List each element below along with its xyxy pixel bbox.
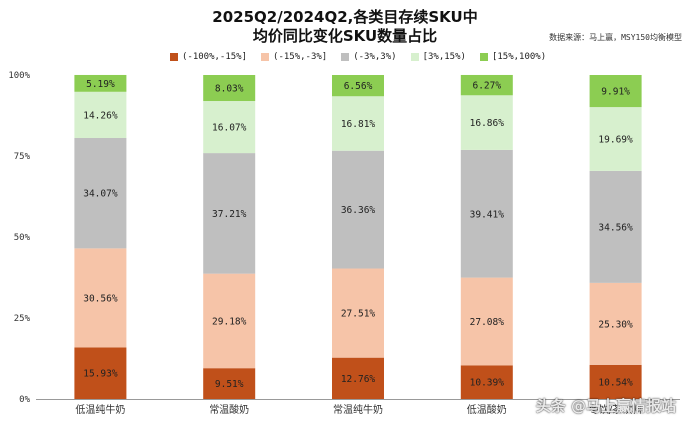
y-tick-label: 25% (14, 314, 31, 324)
legend-swatch-3 (341, 53, 350, 61)
bar-value-label: 39.41% (470, 209, 505, 220)
bar-segment (589, 364, 642, 399)
x-tick-label: 冬饮/茶饮料 (589, 403, 642, 416)
legend-label-2: (-15%,-3%] (273, 52, 328, 62)
bar-segment (332, 357, 384, 399)
bar-segment (203, 75, 256, 102)
bar-value-label: 8.03% (215, 84, 244, 95)
bar-value-label: 34.56% (598, 222, 633, 233)
x-tick-label: 低温酸奶 (467, 403, 507, 416)
bar-value-label: 14.26% (83, 110, 118, 121)
bar-value-label: 37.21% (212, 209, 247, 220)
legend-label-1: (-100%,-15%] (182, 52, 248, 62)
legend-label-4: [3%,15%) (422, 52, 466, 62)
bar-value-label: 10.54% (598, 377, 633, 388)
bar-segment (74, 74, 127, 92)
bar-segment (589, 170, 642, 283)
bar-value-label: 15.93% (83, 369, 118, 380)
bar-segment (460, 74, 513, 96)
chart-subtitle: 均价同比变化SKU数量占比 (252, 27, 438, 45)
bar-segment (332, 96, 384, 151)
y-tick-label: 0% (19, 395, 30, 405)
bar-segment (74, 248, 127, 348)
bar-segment (74, 347, 127, 399)
bar-value-label: 9.91% (601, 87, 630, 98)
data-source-note: 数据来源：马上赢，MSY150均衡模型 (549, 33, 682, 42)
bar-segment (332, 268, 384, 358)
legend-label-5: [15%,100%) (491, 52, 547, 62)
bar-value-label: 25.30% (598, 319, 633, 330)
bar-value-label: 6.27% (472, 81, 501, 92)
bar-value-label: 16.07% (212, 123, 247, 134)
bar-segment (332, 75, 384, 97)
legend-item-2: (-15%,-3%] (261, 52, 327, 62)
bar-value-label: 29.18% (212, 316, 247, 327)
legend-label-3: (-3%,3%) (353, 52, 397, 62)
bar-segment (589, 282, 642, 365)
y-tick-label: 100% (8, 71, 30, 81)
bar-value-label: 6.56% (344, 81, 373, 92)
legend-item-3: (-3%,3%) (341, 52, 397, 62)
legend-swatch-1 (170, 53, 178, 61)
bar-segment (460, 149, 513, 278)
bar-value-label: 10.39% (470, 378, 505, 389)
bar-segment (589, 107, 642, 171)
legend-swatch-5 (479, 53, 488, 61)
bar-value-label: 36.36% (341, 205, 376, 216)
bar-segment (332, 150, 384, 269)
bar-value-label: 5.19% (86, 79, 115, 90)
legend-item-4: [3%,15%) (410, 52, 466, 62)
bar-value-label: 30.56% (83, 293, 118, 304)
bar-value-label: 27.08% (470, 317, 505, 328)
bar-value-label: 12.76% (341, 374, 376, 385)
bar-segment (74, 137, 127, 249)
bar-value-label: 16.86% (470, 118, 505, 129)
bar-value-label: 34.07% (83, 189, 118, 200)
legend: (-100%,-15%] (-15%,-3%] (-3%,3%) [3%,15%… (170, 52, 546, 62)
bar-segment (203, 101, 256, 154)
chart-title: 2025Q2/2024Q2,各类目存续SKU中 (212, 8, 478, 26)
legend-item-5: [15%,100%) (479, 52, 547, 62)
y-tick-label: 75% (14, 152, 31, 162)
bar-segment (589, 75, 642, 108)
bar-value-label: 19.69% (598, 135, 633, 146)
watermark: 头条 @马上赢情报站 (535, 397, 676, 415)
bar-value-label: 16.81% (341, 119, 376, 130)
x-tick-label: 低温纯牛奶 (75, 403, 125, 416)
bar-segment (460, 365, 513, 399)
bar-segment (203, 273, 256, 369)
legend-swatch-2 (261, 53, 270, 61)
bar-segment (203, 368, 256, 399)
bar-segment (203, 153, 256, 274)
legend-item-1: (-100%,-15%] (170, 52, 247, 62)
legend-swatch-4 (410, 53, 419, 61)
bar-segment (74, 91, 127, 138)
bar-value-label: 9.51% (215, 379, 244, 390)
y-tick-label: 50% (14, 233, 31, 243)
x-tick-label: 常温酸奶 (209, 403, 249, 416)
bar-segment (460, 95, 513, 150)
bar-segment (460, 277, 513, 366)
x-tick-label: 常温纯牛奶 (333, 403, 383, 416)
bar-value-label: 27.51% (341, 309, 376, 320)
